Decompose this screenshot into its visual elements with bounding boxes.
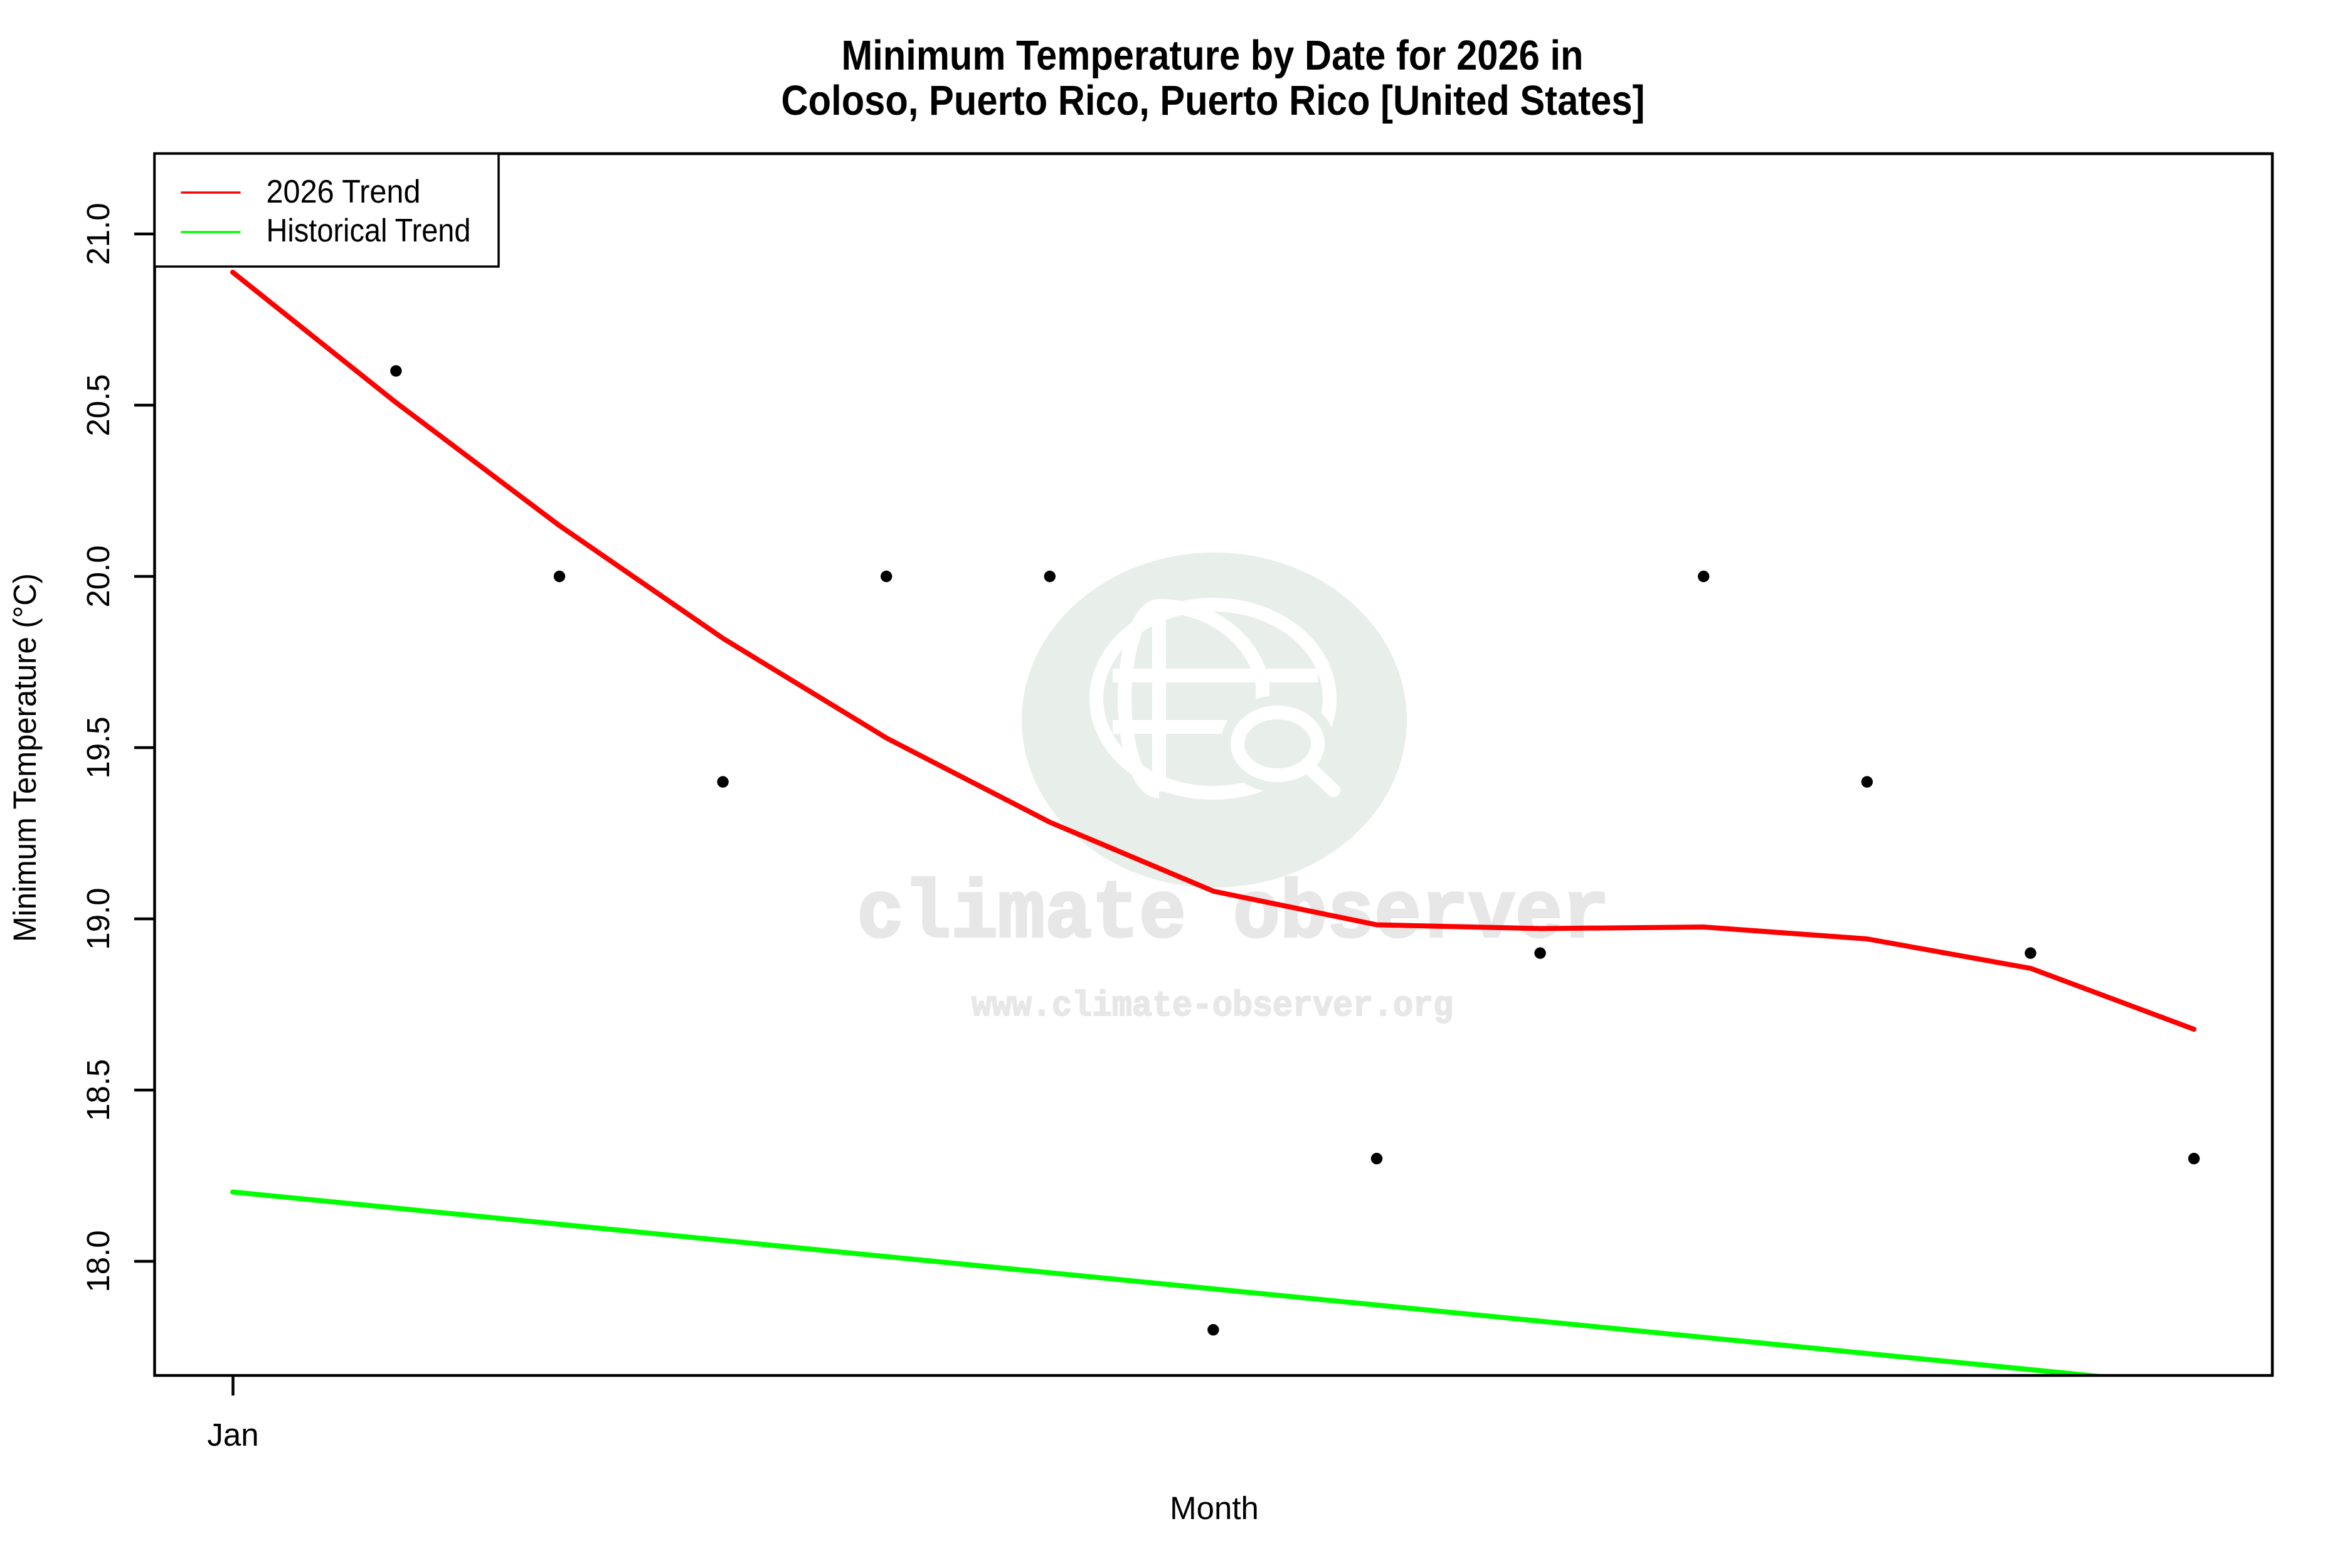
svg-text:Coloso, Puerto Rico, Puerto Ri: Coloso, Puerto Rico, Puerto Rico [United… <box>781 77 1645 124</box>
svg-text:20.0: 20.0 <box>80 545 116 607</box>
svg-text:19.0: 19.0 <box>80 887 116 950</box>
svg-text:climate observer: climate observer <box>857 869 1609 961</box>
svg-text:21.0: 21.0 <box>80 203 116 265</box>
svg-text:Minimum Temperature (°C): Minimum Temperature (°C) <box>7 573 43 942</box>
svg-text:19.5: 19.5 <box>80 716 116 778</box>
svg-text:Month: Month <box>1170 1490 1259 1526</box>
svg-text:www.climate-observer.org: www.climate-observer.org <box>972 987 1453 1027</box>
svg-text:20.5: 20.5 <box>80 374 116 436</box>
svg-text:2026 Trend: 2026 Trend <box>267 174 421 210</box>
svg-text:18.0: 18.0 <box>80 1230 116 1292</box>
svg-text:Historical Trend: Historical Trend <box>267 213 471 249</box>
svg-text:Minimum Temperature by Date fo: Minimum Temperature by Date for 2026 in <box>842 32 1584 79</box>
svg-text:Jan: Jan <box>207 1417 258 1453</box>
svg-text:18.5: 18.5 <box>80 1059 116 1121</box>
